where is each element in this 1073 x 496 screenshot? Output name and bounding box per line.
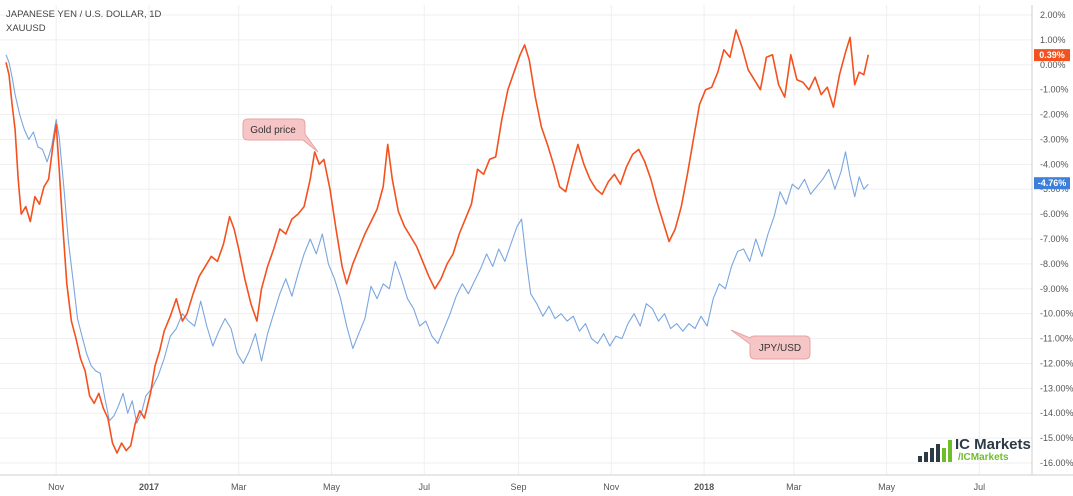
gold-price-callout-label: Gold price [250, 125, 296, 136]
series-layer [5, 29, 870, 454]
gold-last-value-badge: 0.39% [1034, 49, 1070, 62]
logo-bars-icon [918, 440, 952, 462]
x-tick-label: Nov [48, 482, 65, 492]
axis-layer [0, 5, 1073, 476]
y-tick-label: -15.00% [1040, 433, 1073, 443]
gold-last-value-badge-bg [1034, 49, 1070, 62]
y-tick-label: -10.00% [1040, 309, 1073, 319]
y-tick-label: -4.00% [1040, 159, 1069, 169]
gold-price-callout: Gold price [242, 118, 319, 153]
y-tick-label: -11.00% [1040, 334, 1073, 344]
ic-markets-logo: IC Markets /ICMarkets [918, 436, 1031, 463]
x-tick-label: May [323, 482, 341, 492]
x-tick-label: Sep [511, 482, 527, 492]
y-tick-label: -5.00% [1040, 184, 1069, 194]
y-tick-label: -14.00% [1040, 408, 1073, 418]
y-tick-label: -6.00% [1040, 209, 1069, 219]
x-tick-label: Nov [603, 482, 620, 492]
gold-price-callout-bubble [242, 118, 319, 153]
chart-title: JAPANESE YEN / U.S. DOLLAR, 1D [6, 9, 162, 20]
jpy-usd-callout-bubble [730, 329, 811, 360]
logo-main-text: IC Markets [955, 436, 1031, 453]
y-tick-label: -8.00% [1040, 259, 1069, 269]
gold-last-value-label: 0.39% [1039, 50, 1065, 60]
gold-price-line [5, 29, 870, 454]
y-tick-label: -13.00% [1040, 383, 1073, 393]
y-tick-label: -2.00% [1040, 110, 1069, 120]
logo-sub-text: /ICMarkets [958, 452, 1009, 463]
jpy-last-value-badge-bg [1034, 177, 1070, 190]
x-tick-label: Mar [231, 482, 247, 492]
jpy-usd-callout: JPY/USD [730, 329, 811, 360]
y-tick-label: -7.00% [1040, 234, 1069, 244]
y-tick-label: 2.00% [1040, 10, 1066, 20]
y-tick-label: -1.00% [1040, 85, 1069, 95]
x-tick-label: 2017 [139, 482, 159, 492]
y-tick-label: 0.00% [1040, 60, 1066, 70]
jpy-last-value-badge: -4.76% [1034, 177, 1070, 190]
jpy-usd-callout-label: JPY/USD [759, 343, 801, 354]
jpy-last-value-label: -4.76% [1038, 178, 1067, 188]
grid-layer [0, 5, 1032, 475]
y-tick-label: -16.00% [1040, 458, 1073, 468]
y-tick-label: -3.00% [1040, 134, 1069, 144]
y-tick-label: -12.00% [1040, 358, 1073, 368]
chart-subtitle: XAUUSD [6, 23, 46, 34]
y-tick-label: 1.00% [1040, 35, 1066, 45]
jpy-usd-line [5, 54, 869, 424]
y-tick-label: -9.00% [1040, 284, 1069, 294]
x-tick-label: 2018 [694, 482, 714, 492]
x-tick-label: Jul [418, 482, 430, 492]
x-tick-label: Jul [974, 482, 986, 492]
y-tick-labels: 2.00% 1.00% 0.00% -1.00% -2.00% -3.00% -4.00% -… [1040, 10, 1073, 468]
x-tick-label: May [878, 482, 896, 492]
x-tick-label: Mar [786, 482, 802, 492]
x-tick-labels: Nov 2017 Mar May Jul Sep Nov 2018 Mar May Jul [48, 482, 985, 492]
